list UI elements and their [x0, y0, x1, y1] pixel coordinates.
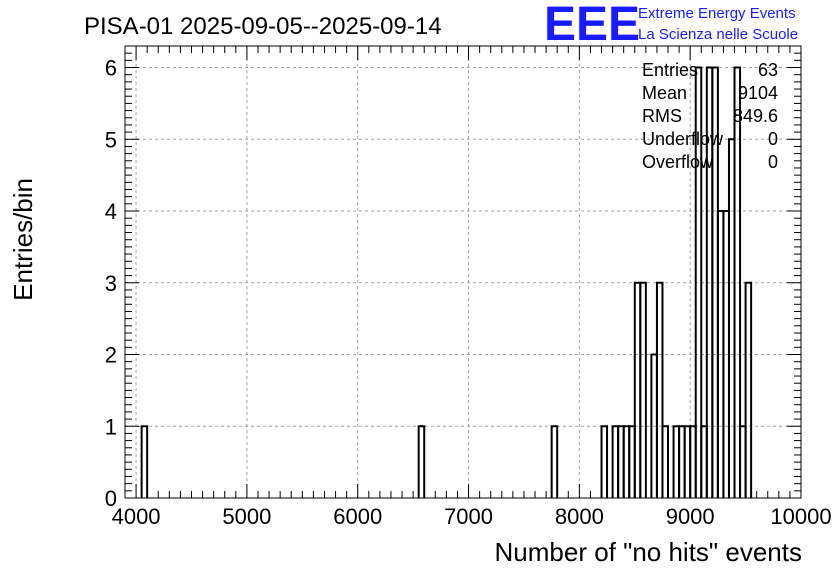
histogram-bin [744, 281, 753, 498]
x-tick-label: 7000 [444, 504, 493, 529]
stat-value: 0 [768, 129, 778, 149]
chart-title: PISA-01 2025-09-05--2025-09-14 [84, 13, 442, 40]
y-axis-title: Entries/bin [8, 178, 38, 301]
x-tick-label: 8000 [555, 504, 604, 529]
logo-mark: EEE [544, 0, 640, 51]
x-tick-label: 9000 [666, 504, 715, 529]
y-tick-label: 2 [105, 343, 117, 368]
stat-value: 9104 [738, 83, 778, 103]
eee-logo: EEE Extreme Energy Events La Scienza nel… [544, 0, 798, 51]
histogram-bin [140, 425, 149, 498]
x-tick-label: 5000 [222, 504, 271, 529]
y-tick-label: 5 [105, 127, 117, 152]
stat-value: 63 [758, 60, 778, 80]
stat-label: Entries [642, 60, 698, 80]
logo-line-1: Extreme Energy Events [638, 5, 796, 22]
histogram-series [140, 66, 753, 498]
histogram-bin [733, 66, 742, 498]
histogram-bin [550, 425, 559, 498]
histogram-bin [417, 425, 426, 498]
stat-label: Overflow [642, 152, 714, 172]
axis-ticks [124, 45, 802, 499]
histogram-bin [655, 281, 664, 498]
stats-box: Entries 63 Mean 9104 RMS 849.6 Underflow 0 Overf… [642, 60, 778, 172]
y-tick-label: 3 [105, 271, 117, 296]
x-tick-label: 10000 [770, 504, 831, 529]
histogram-bin [639, 281, 647, 498]
stat-value: 849.6 [733, 106, 778, 126]
stat-label: RMS [642, 106, 682, 126]
stat-value: 0 [768, 152, 778, 172]
histogram-bin [600, 425, 609, 498]
y-tick-label: 4 [105, 199, 117, 224]
stat-label: Underflow [642, 129, 724, 149]
x-tick-label: 4000 [112, 504, 161, 529]
plot-frame [124, 45, 802, 499]
x-tick-labels: 4000 5000 6000 7000 8000 9000 10000 [112, 504, 832, 529]
grid [125, 46, 801, 498]
histogram-bin [694, 66, 703, 498]
y-tick-label: 1 [105, 414, 117, 439]
y-tick-labels: 0 1 2 3 4 5 6 [105, 56, 117, 511]
x-axis-title: Number of "no hits" events [495, 537, 803, 567]
y-tick-label: 0 [105, 486, 117, 511]
histogram-bin [661, 425, 670, 498]
y-tick-label: 6 [105, 56, 117, 81]
stat-label: Mean [642, 83, 687, 103]
x-tick-label: 6000 [333, 504, 382, 529]
logo-line-2: La Scienza nelle Scuole [638, 26, 798, 43]
